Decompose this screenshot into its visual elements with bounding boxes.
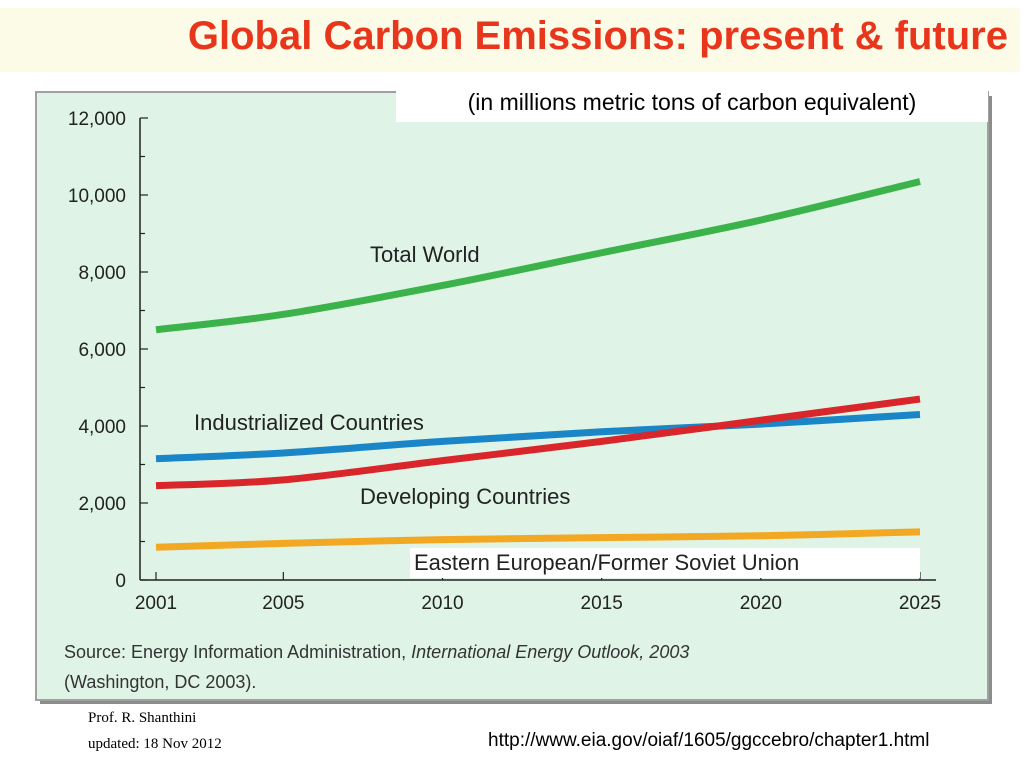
x-tick-label: 2025	[899, 593, 941, 614]
x-tick-label: 2005	[262, 593, 304, 614]
source-prefix: Source: Energy Information Administratio…	[64, 642, 411, 662]
x-tick-label: 2015	[581, 593, 623, 614]
x-tick-label: 2001	[135, 593, 177, 614]
x-tick-label: 2020	[740, 593, 782, 614]
source-line-1: Source: Energy Information Administratio…	[64, 642, 689, 662]
series-label-background	[410, 548, 920, 578]
source-publication: International Energy Outlook, 2003	[411, 642, 689, 662]
chart-panel	[35, 91, 989, 701]
footer-author: Prof. R. Shanthini	[88, 710, 197, 726]
footer-updated: updated: 18 Nov 2012	[88, 736, 222, 752]
page-title: Global Carbon Emissions: present & futur…	[187, 14, 1008, 58]
y-tick-label: 6,000	[78, 340, 126, 361]
source-line-2: (Washington, DC 2003).	[64, 672, 256, 692]
series-line-2	[155, 395, 921, 490]
y-tick-label: 0	[115, 571, 126, 592]
series-label: Total World	[370, 242, 480, 267]
y-tick-label: 8,000	[78, 263, 126, 284]
y-tick-label: 4,000	[78, 417, 126, 438]
axes: 0 2,000 4,000 6,000 8,000 10,000 12,000 2001 200…	[68, 109, 941, 614]
series-line-0	[155, 178, 921, 334]
title-bar	[0, 8, 1020, 72]
series-label: Eastern European/Former Soviet Union	[414, 550, 799, 575]
series-line-3	[155, 528, 921, 551]
y-tick-label: 2,000	[78, 494, 126, 515]
x-tick-label: 2010	[421, 593, 463, 614]
series-line-1	[155, 410, 921, 463]
series-label: Industrialized Countries	[194, 410, 424, 435]
series-label: Developing Countries	[360, 484, 570, 509]
y-tick-label: 10,000	[68, 186, 126, 207]
footer-url[interactable]: http://www.eia.gov/oiaf/1605/ggccebro/ch…	[488, 730, 930, 751]
series-lines	[155, 178, 921, 551]
series-labels: Total World Industrialized Countries Devel…	[194, 242, 920, 578]
y-tick-label: 12,000	[68, 109, 126, 130]
chart-subtitle: (in millions metric tons of carbon equiv…	[396, 88, 988, 122]
